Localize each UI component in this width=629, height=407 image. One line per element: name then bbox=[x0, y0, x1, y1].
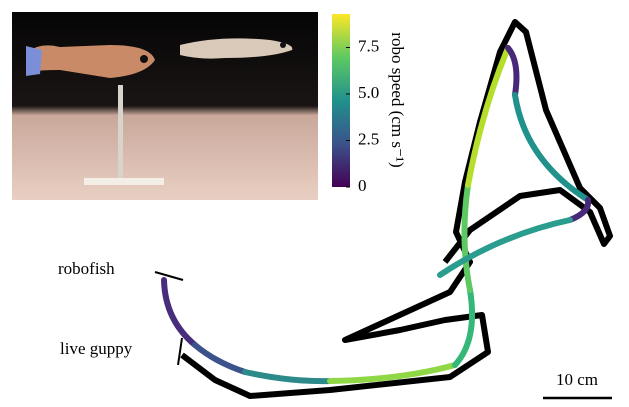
colorbar-tick-label: 2.5 bbox=[358, 129, 379, 148]
colorbar-tick-label: 7.5 bbox=[358, 36, 379, 55]
colorbar bbox=[332, 14, 350, 187]
colorbar-tick-label: 0 bbox=[358, 176, 367, 195]
page: 02.55.07.5 robo speed (cm s⁻¹) robofish … bbox=[0, 0, 629, 407]
photo-inset bbox=[12, 12, 318, 200]
figure: 02.55.07.5 robo speed (cm s⁻¹) robofish … bbox=[0, 0, 629, 407]
scale-bar-label: 10 cm bbox=[556, 370, 598, 389]
robofish-label: robofish bbox=[58, 259, 115, 278]
guppy-label: live guppy bbox=[60, 339, 133, 358]
colorbar-tick-label: 5.0 bbox=[358, 83, 379, 102]
colorbar-label: robo speed (cm s⁻¹) bbox=[388, 32, 407, 167]
guppy-marker bbox=[178, 338, 182, 365]
robofish-marker bbox=[155, 272, 183, 280]
